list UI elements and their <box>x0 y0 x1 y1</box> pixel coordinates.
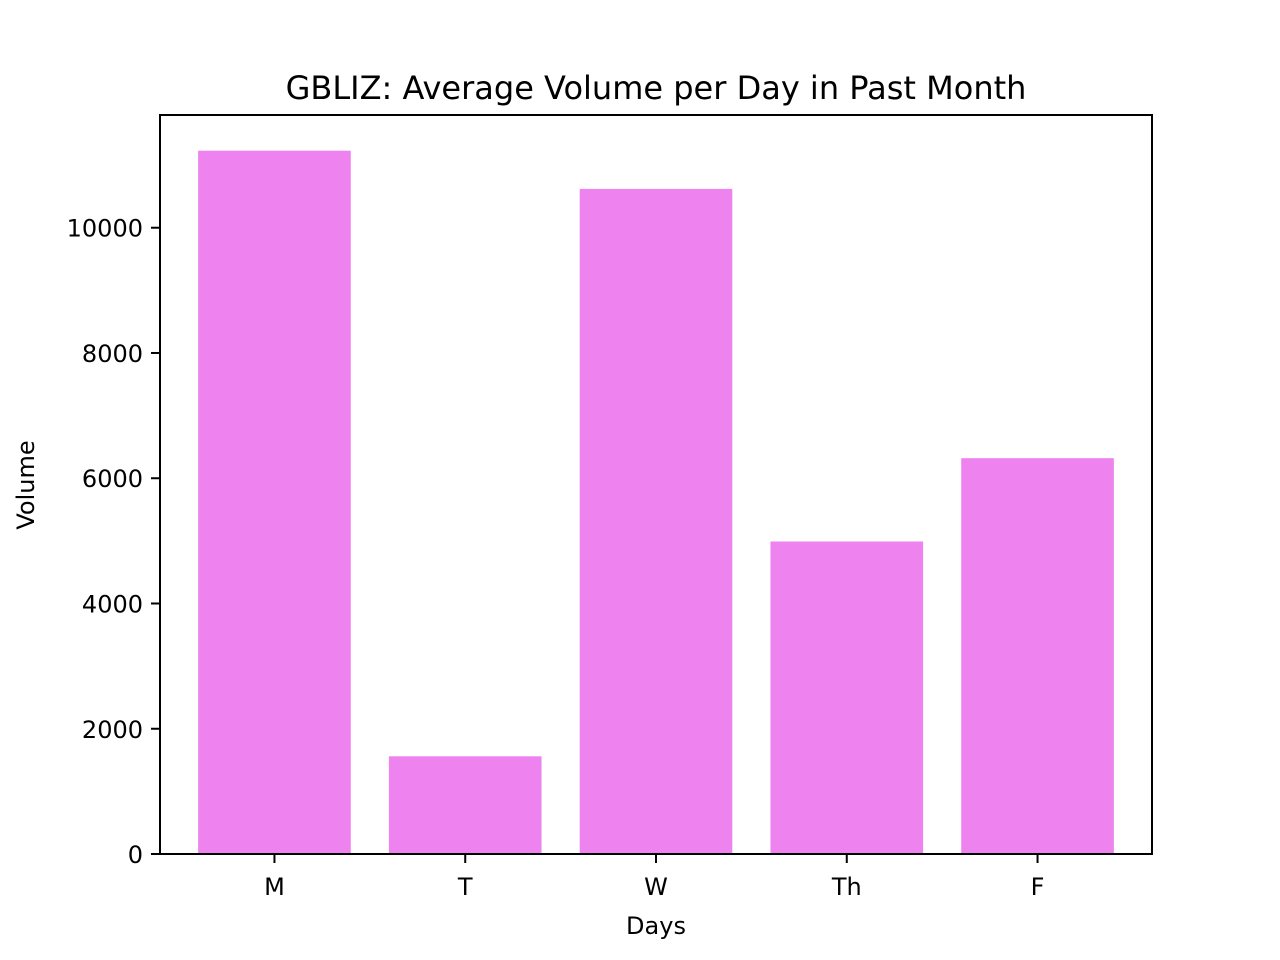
y-tick-label: 10000 <box>67 215 143 243</box>
plot-frame <box>159 114 1153 855</box>
x-tick-label: F <box>1031 873 1045 901</box>
x-tick-label: M <box>264 873 285 901</box>
y-axis-label: Volume <box>12 440 40 529</box>
x-axis-ticks: M T W Th F <box>264 854 1044 901</box>
y-axis-ticks: 0 2000 4000 6000 8000 10000 <box>67 215 160 869</box>
bars-group <box>198 150 1114 854</box>
y-tick-label: 6000 <box>82 465 143 493</box>
bar-t <box>388 756 542 854</box>
x-tick-label: T <box>457 873 473 901</box>
bar-w <box>579 188 733 854</box>
bar-m <box>198 150 351 854</box>
y-tick-label: 0 <box>128 841 143 869</box>
x-tick-label: Th <box>831 873 862 901</box>
x-tick-label: W <box>644 873 668 901</box>
bar-th <box>770 541 924 854</box>
x-axis-label: Days <box>626 912 686 940</box>
y-tick-label: 2000 <box>82 716 143 744</box>
y-tick-label: 4000 <box>82 590 143 618</box>
chart-title: GBLIZ: Average Volume per Day in Past Mo… <box>286 69 1027 107</box>
bar-f <box>961 458 1114 854</box>
y-tick-label: 8000 <box>82 340 143 368</box>
